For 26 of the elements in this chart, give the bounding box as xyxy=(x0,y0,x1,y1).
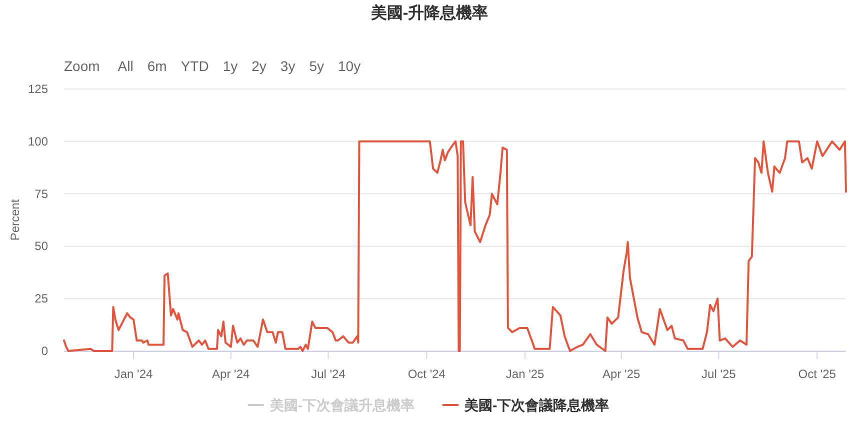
x-tick-label: Jan '25 xyxy=(506,367,545,381)
annotation: All xyxy=(118,58,134,74)
x-tick-label: Jul '25 xyxy=(702,367,736,381)
annotation: 2y xyxy=(252,58,266,74)
x-tick-label: Oct '24 xyxy=(408,367,446,381)
x-tick-label: Apr '25 xyxy=(602,367,640,381)
y-tick-label: 25 xyxy=(34,292,48,306)
chart-title: 美國-升降息機率 xyxy=(370,3,488,22)
y-tick-label: 75 xyxy=(34,186,48,201)
y-tick-label: 100 xyxy=(28,134,48,148)
y-tick-label: 0 xyxy=(41,344,48,358)
x-tick-label: Oct '25 xyxy=(798,367,836,381)
annotation: Zoom xyxy=(64,58,100,74)
y-tick-label: 125 xyxy=(28,82,48,96)
y-axis-title: Percent xyxy=(8,198,22,241)
annotation: 10y xyxy=(338,58,361,74)
x-tick-label: Jul '24 xyxy=(311,367,346,381)
x-tick-label: Jan '24 xyxy=(114,367,154,381)
annotation: 5y xyxy=(309,58,324,74)
legend-label: 美國-下次會議降息機率 xyxy=(464,397,610,413)
y-tick-label: 50 xyxy=(34,239,48,254)
annotation: 3y xyxy=(280,58,296,74)
annotation: YTD xyxy=(180,58,209,74)
annotation: 6m xyxy=(147,58,167,74)
annotation: 1y xyxy=(222,58,238,74)
x-tick-label: Apr '24 xyxy=(212,367,250,381)
